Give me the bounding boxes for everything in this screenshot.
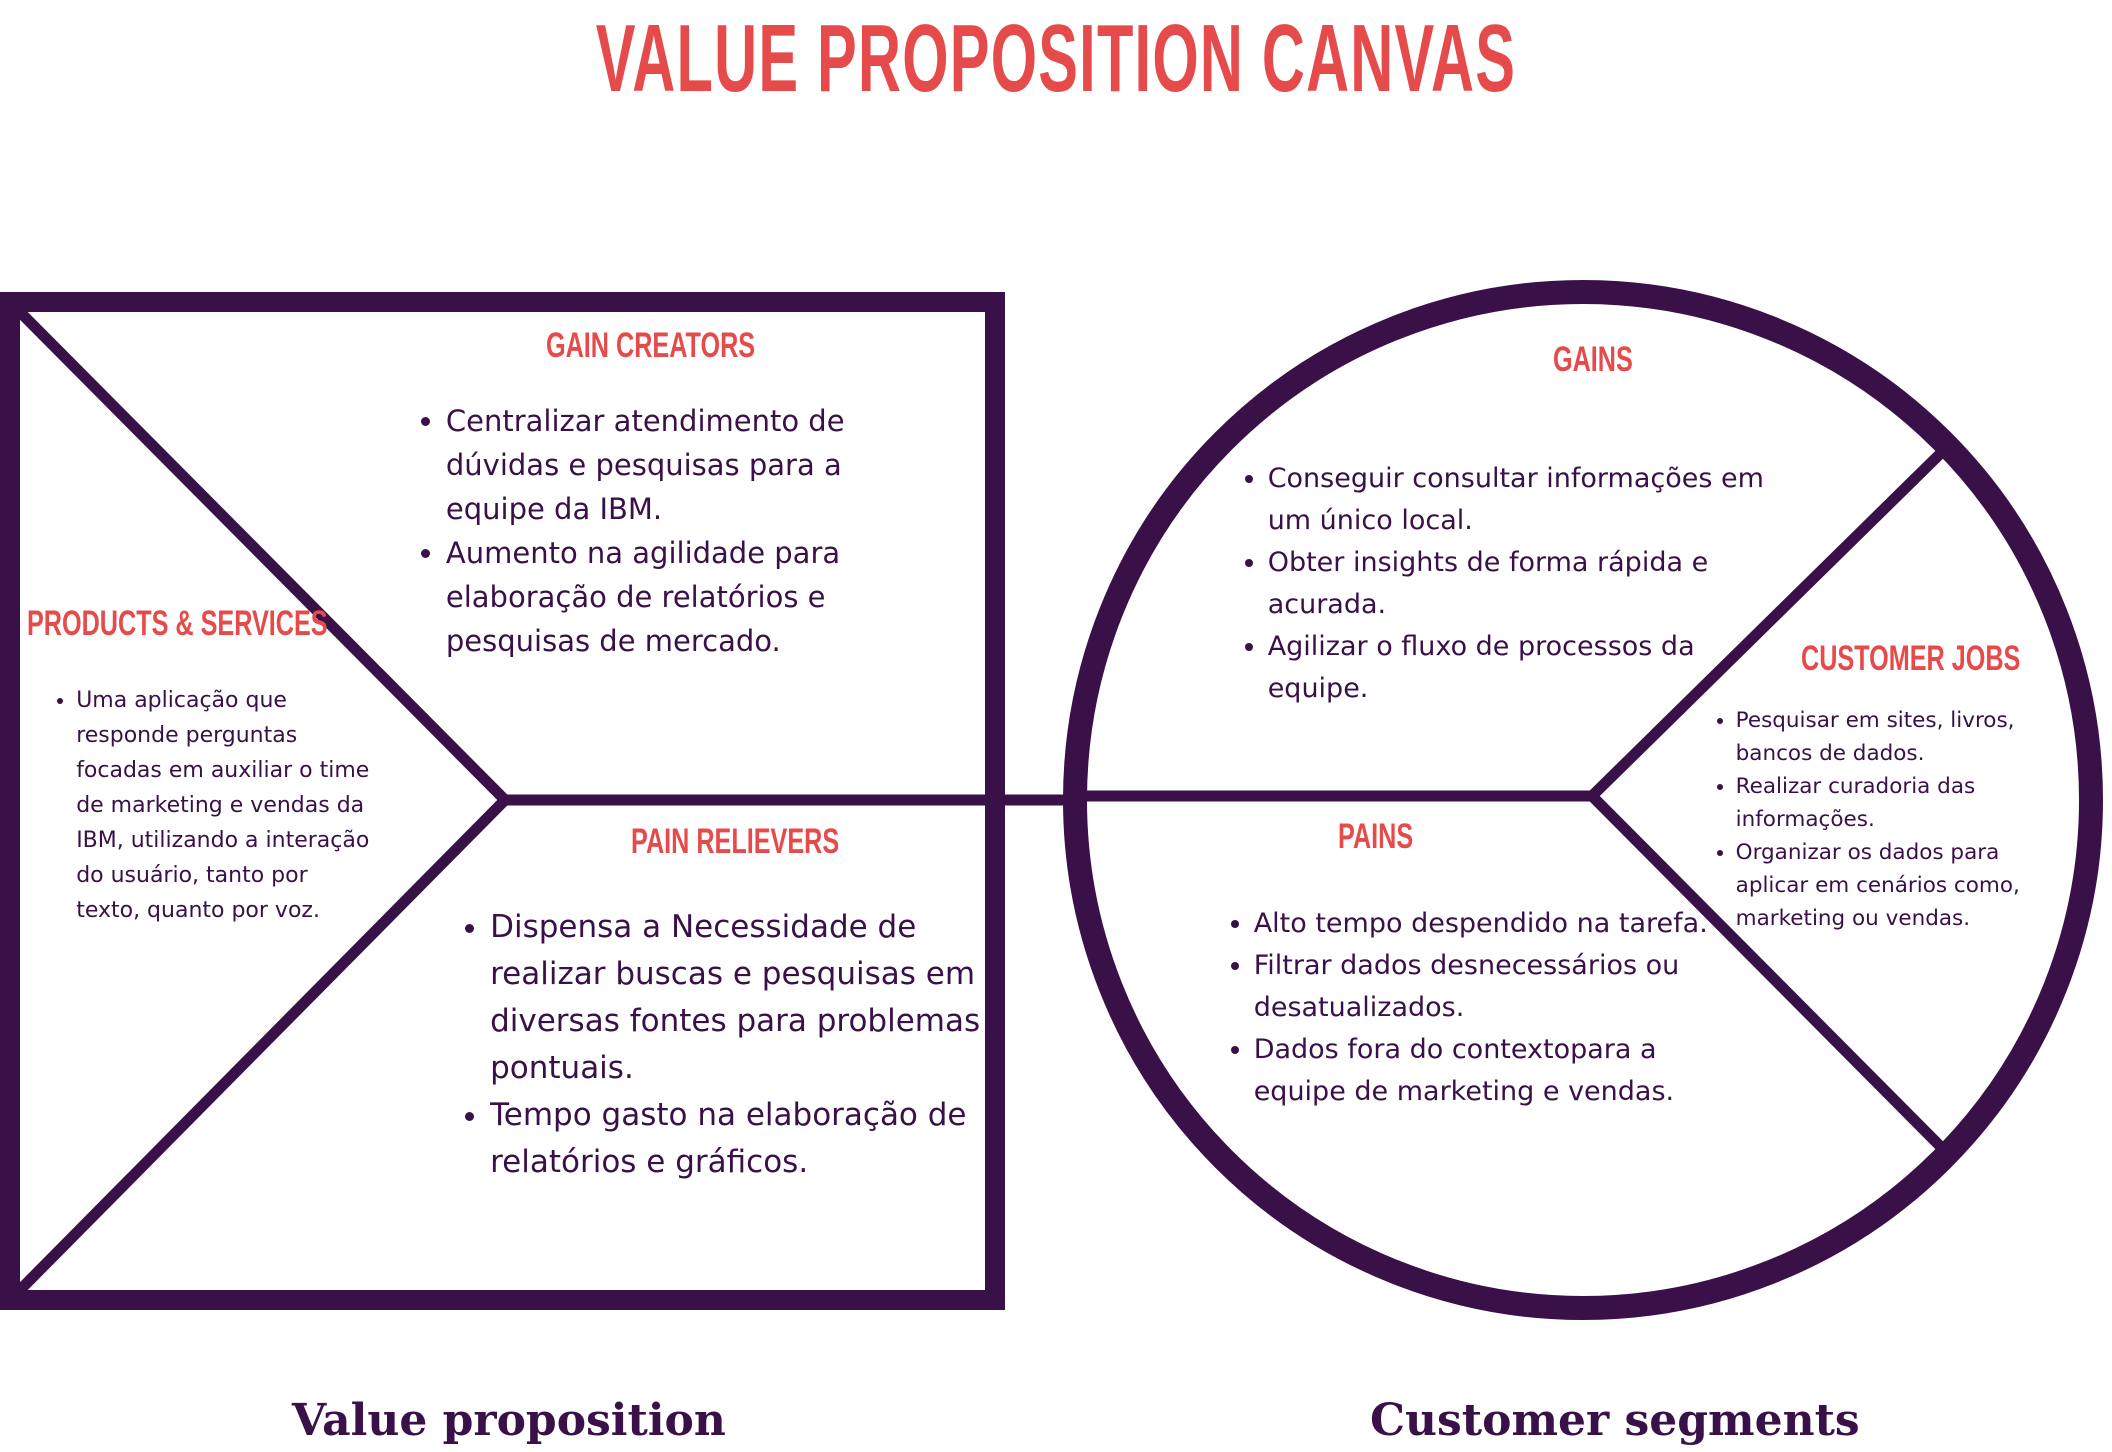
list-item: Uma aplicação que responde perguntas foc…	[76, 683, 376, 928]
square-diagonal-bottom	[14, 796, 509, 1296]
list-item: Aumento na agilidade para elaboração de …	[446, 531, 916, 663]
list-item: Agilizar o fluxo de processos da equipe.	[1268, 626, 1768, 710]
list-item: Tempo gasto na elaboração de relatórios …	[490, 1092, 985, 1186]
list-item: Dados fora do contextopara a equipe de m…	[1254, 1029, 1754, 1113]
customer-jobs-title: CUSTOMER JOBS	[1801, 639, 2021, 678]
gains-list: Conseguir consultar informações em um ún…	[1238, 458, 1768, 710]
list-item: Filtrar dados desnecessários ou desatual…	[1254, 945, 1754, 1029]
pains-list: Alto tempo despendido na tarefa. Filtrar…	[1224, 903, 1754, 1113]
gain-creators-title: GAIN CREATORS	[546, 326, 756, 365]
list-item: Conseguir consultar informações em um ún…	[1268, 458, 1768, 542]
list-item: Alto tempo despendido na tarefa.	[1254, 903, 1754, 945]
circle-divider-bottom	[1588, 792, 1945, 1151]
value-proposition-label: Value proposition	[292, 1395, 726, 1446]
list-item: Dispensa a Necessidade de realizar busca…	[490, 904, 985, 1092]
products-services-list: Uma aplicação que responde perguntas foc…	[52, 683, 376, 928]
list-item: Pesquisar em sites, livros, bancos de da…	[1736, 704, 2066, 770]
pain-relievers-title: PAIN RELIEVERS	[631, 822, 840, 861]
list-item: Obter insights de forma rápida e acurada…	[1268, 542, 1768, 626]
customer-segment-circle	[1063, 280, 2103, 1320]
customer-jobs-list: Pesquisar em sites, livros, bancos de da…	[1712, 704, 2066, 935]
customer-segments-label: Customer segments	[1370, 1395, 1860, 1446]
gain-creators-list: Centralizar atendimento de dúvidas e pes…	[414, 399, 916, 663]
list-item: Centralizar atendimento de dúvidas e pes…	[446, 399, 916, 531]
page-title: VALUE PROPOSITION CANVAS	[595, 5, 1517, 112]
list-item: Organizar os dados para aplicar em cenár…	[1736, 836, 2066, 935]
products-services-title: PRODUCTS & SERVICES	[27, 604, 328, 643]
list-item: Realizar curadoria das informações.	[1736, 770, 2066, 836]
pains-title: PAINS	[1338, 817, 1414, 856]
gains-title: GAINS	[1553, 340, 1633, 379]
square-diagonal-top	[14, 306, 509, 804]
circle-divider-top	[1588, 449, 1945, 800]
pain-relievers-list: Dispensa a Necessidade de realizar busca…	[456, 904, 985, 1186]
